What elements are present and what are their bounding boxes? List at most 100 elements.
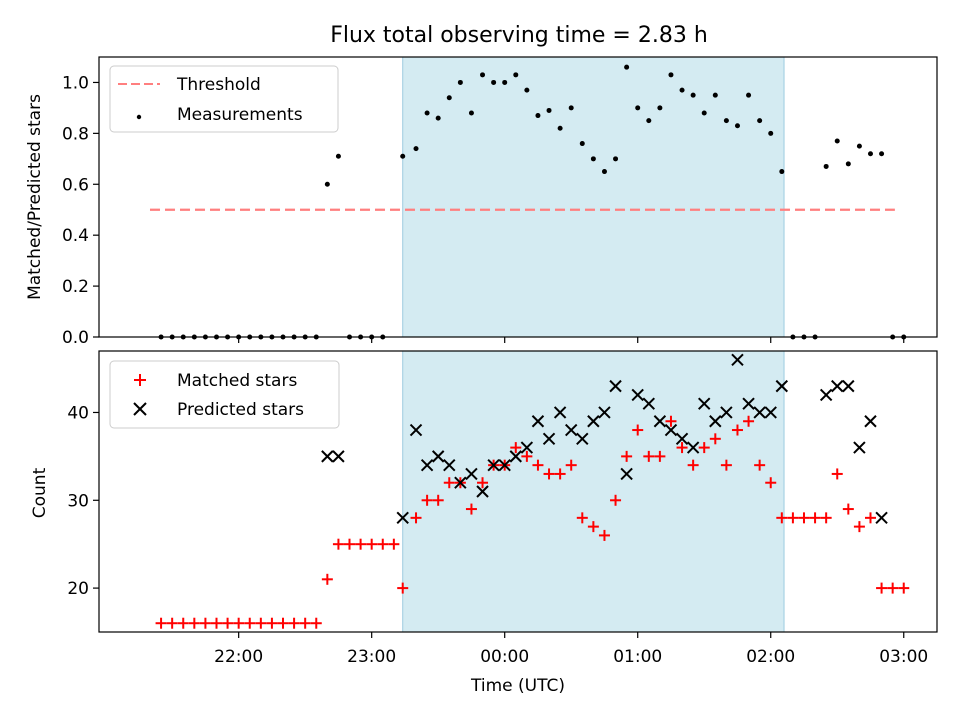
predicted-star-marker [396, 511, 409, 525]
count-axis-ticks: 20 30 40 22:00 23:00 00:00 01:00 02:00 03:00 [67, 403, 928, 667]
predicted-star-marker [465, 467, 478, 481]
measurement-point [657, 105, 663, 111]
measurements-legend-swatch [136, 114, 142, 120]
measurement-point [446, 95, 452, 101]
measurement-point [867, 151, 873, 157]
measurement-point [779, 169, 785, 175]
ratio-y-tick-label: 0.6 [62, 175, 89, 195]
matched-star-marker [665, 415, 677, 427]
predicted-star-marker [753, 406, 766, 419]
matched-star-marker [754, 459, 766, 471]
x-tick-label: 02:00 [746, 647, 795, 667]
x-axis-label: Time (UTC) [470, 676, 565, 696]
count-legend-box [109, 360, 340, 429]
predicted-star-marker [443, 458, 456, 472]
count-panel-frame [98, 350, 938, 633]
matched-star-marker [397, 582, 409, 594]
predicted-star-marker [731, 353, 744, 366]
matched-star-marker [798, 512, 810, 524]
matched-star-marker [277, 617, 289, 629]
predicted-star-marker [653, 415, 667, 428]
predicted-star-marker [875, 511, 888, 525]
predicted-star-marker [853, 441, 866, 454]
measurement-point [823, 163, 829, 169]
predicted-star-marker [631, 388, 644, 402]
predicted-star-marker [587, 415, 600, 428]
predicted-star-marker [664, 423, 678, 437]
matched-star-marker [532, 459, 544, 471]
measurement-point [457, 79, 463, 85]
matched-star-marker [610, 494, 622, 506]
matched-star-marker [698, 442, 710, 454]
matched-star-marker [421, 494, 433, 506]
measurement-point [646, 118, 652, 124]
observing-window-shading [402, 350, 785, 633]
predicted-star-marker [542, 432, 556, 446]
matched-star-marker [299, 617, 311, 629]
matched-star-marker [632, 424, 644, 436]
matched-legend-swatch [134, 374, 146, 386]
matched-star-marker [233, 617, 245, 629]
ratio-y-tick-label: 1.0 [62, 73, 89, 93]
predicted-star-marker [709, 415, 722, 428]
matched-star-marker [887, 582, 899, 594]
measurement-point [601, 169, 607, 175]
predicted-star-marker [564, 423, 578, 437]
predicted-star-marker [698, 397, 711, 410]
predicted-star-marker [842, 379, 855, 393]
ratio-legend-box [109, 65, 339, 133]
measurement-point [557, 125, 563, 131]
count-y-tick-label: 40 [67, 403, 89, 423]
measurement-point [734, 123, 740, 129]
count-y-axis-label: Count [30, 467, 50, 518]
matched-star-marker [709, 433, 721, 445]
measurement-point [524, 87, 530, 93]
matched-star-marker [344, 538, 356, 550]
measurement-point [834, 138, 840, 144]
matched-star-marker [820, 512, 832, 524]
measurement-point [491, 79, 497, 85]
matched-star-marker [155, 617, 167, 629]
measurement-point [400, 153, 406, 159]
ratio-y-tick-label: 0.2 [62, 277, 89, 297]
matched-star-marker [554, 468, 566, 480]
predicted-star-marker [431, 450, 445, 463]
matched-star-marker [244, 617, 256, 629]
matched-star-marker [465, 503, 477, 515]
predicted-star-marker [642, 397, 656, 410]
ratio-panel: Flux total observing time = 2.83 h 0.00.… [25, 23, 938, 348]
ratio-axis-ticks: 0.0 0.2 0.4 0.6 0.8 1.0 [62, 73, 905, 348]
predicted-star-marker [332, 450, 345, 463]
count-panel: 20 30 40 22:00 23:00 00:00 01:00 02:00 03:00 Cou… [30, 350, 938, 696]
predicted-star-marker [864, 415, 877, 428]
measurement-point [635, 105, 641, 111]
measurement-point [424, 110, 430, 116]
predicted-star-marker [675, 432, 689, 446]
matched-star-marker [809, 512, 821, 524]
matched-star-marker [831, 468, 843, 480]
measurement-point [768, 130, 774, 136]
ratio-legend: Threshold Measurements [109, 65, 339, 133]
matched-star-marker [776, 512, 788, 524]
matched-star-marker [687, 459, 699, 471]
measurement-point [480, 72, 486, 78]
matched-star-marker [876, 582, 888, 594]
measurement-point [579, 141, 585, 147]
measurement-point [757, 118, 763, 124]
matched-star-marker [210, 617, 222, 629]
ratio-y-tick-label: 0.4 [62, 226, 89, 246]
matched-star-marker [377, 538, 389, 550]
predicted-star-marker [831, 379, 844, 393]
measurement-point [513, 72, 519, 78]
matched-star-marker [222, 617, 234, 629]
matched-star-marker [842, 503, 854, 515]
predicted-legend-swatch [133, 402, 147, 416]
x-tick-label: 01:00 [613, 647, 662, 667]
ratio-y-tick-label: 0.0 [62, 328, 89, 348]
predicted-star-marker [598, 406, 611, 419]
matched-star-marker [787, 512, 799, 524]
predicted-star-marker [498, 458, 511, 472]
measurements-legend-label: Measurements [177, 105, 303, 125]
matched-star-marker [166, 617, 178, 629]
matched-star-marker [731, 424, 743, 436]
